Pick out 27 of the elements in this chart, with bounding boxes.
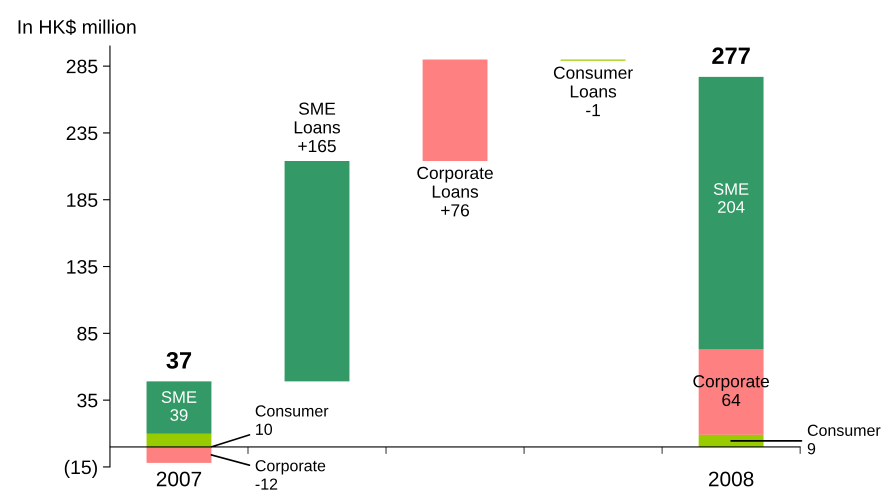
- y-tick-label: 235: [66, 126, 98, 140]
- bar: [146, 434, 212, 447]
- data-label: SME 39: [162, 391, 196, 421]
- bar: [146, 381, 212, 434]
- y-tick-label: 185: [67, 193, 98, 207]
- bar: [284, 160, 350, 382]
- x-tick-label: 2007: [156, 472, 202, 486]
- data-label: Consumer 9: [808, 424, 880, 454]
- total-label: 37: [166, 352, 192, 369]
- data-label: SME 204: [714, 183, 748, 213]
- y-tick-label: 135: [67, 260, 98, 274]
- y-tick-label: 85: [77, 326, 98, 341]
- total-label: 277: [712, 47, 750, 64]
- data-label: Corporate -12: [256, 460, 326, 490]
- bar: [422, 59, 488, 161]
- y-tick-label: 35: [77, 394, 98, 408]
- bar: [146, 446, 212, 463]
- data-label: Corporate Loans +76: [417, 166, 493, 216]
- x-tick-label: 2008: [708, 472, 754, 486]
- y-tick-label: 285: [66, 60, 98, 74]
- y-tick-label: (15): [64, 460, 97, 478]
- bar: [698, 76, 764, 350]
- data-label: Consumer Loans -1: [554, 66, 633, 116]
- data-label: Corporate 64: [693, 375, 769, 406]
- y-axis-title: In HK$ million: [18, 19, 136, 35]
- data-label: SME Loans +165: [294, 102, 340, 152]
- data-label: Consumer 10: [256, 405, 328, 435]
